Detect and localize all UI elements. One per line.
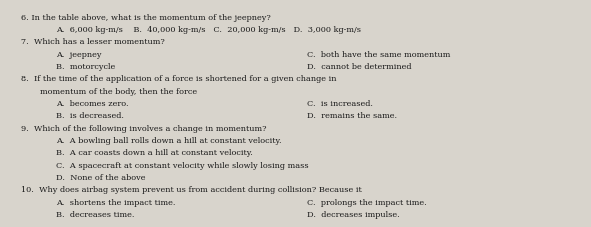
Text: C.  A spacecraft at constant velocity while slowly losing mass: C. A spacecraft at constant velocity whi… (56, 162, 309, 170)
Text: C.  prolongs the impact time.: C. prolongs the impact time. (307, 199, 427, 207)
Text: 7.  Which has a lesser momentum?: 7. Which has a lesser momentum? (21, 38, 164, 46)
Text: 10.  Why does airbag system prevent us from accident during collision? Because i: 10. Why does airbag system prevent us fr… (21, 186, 362, 194)
Text: D.  remains the same.: D. remains the same. (307, 112, 397, 120)
Text: C.  both have the same momentum: C. both have the same momentum (307, 51, 451, 59)
Text: A.  becomes zero.: A. becomes zero. (56, 100, 129, 108)
Text: B.  A car coasts down a hill at constant velocity.: B. A car coasts down a hill at constant … (56, 149, 253, 157)
Text: momentum of the body, then the force: momentum of the body, then the force (40, 88, 197, 96)
Text: A.  shortens the impact time.: A. shortens the impact time. (56, 199, 176, 207)
Text: C.  is increased.: C. is increased. (307, 100, 374, 108)
Text: 9.  Which of the following involves a change in momentum?: 9. Which of the following involves a cha… (21, 125, 266, 133)
Text: D.  None of the above: D. None of the above (56, 174, 145, 182)
Text: 8.  If the time of the application of a force is shortened for a given change in: 8. If the time of the application of a f… (21, 75, 336, 83)
Text: 6. In the table above, what is the momentum of the jeepney?: 6. In the table above, what is the momen… (21, 14, 271, 22)
Text: A.  6,000 kg-m/s    B.  40,000 kg-m/s   C.  20,000 kg-m/s   D.  3,000 kg-m/s: A. 6,000 kg-m/s B. 40,000 kg-m/s C. 20,0… (56, 26, 361, 34)
Text: B.  is decreased.: B. is decreased. (56, 112, 124, 120)
Text: A.  A bowling ball rolls down a hill at constant velocity.: A. A bowling ball rolls down a hill at c… (56, 137, 282, 145)
Text: D.  decreases impulse.: D. decreases impulse. (307, 211, 400, 219)
Text: B.  motorcycle: B. motorcycle (56, 63, 115, 71)
Text: A.  jeepney: A. jeepney (56, 51, 102, 59)
Text: B.  decreases time.: B. decreases time. (56, 211, 135, 219)
Text: D.  cannot be determined: D. cannot be determined (307, 63, 412, 71)
